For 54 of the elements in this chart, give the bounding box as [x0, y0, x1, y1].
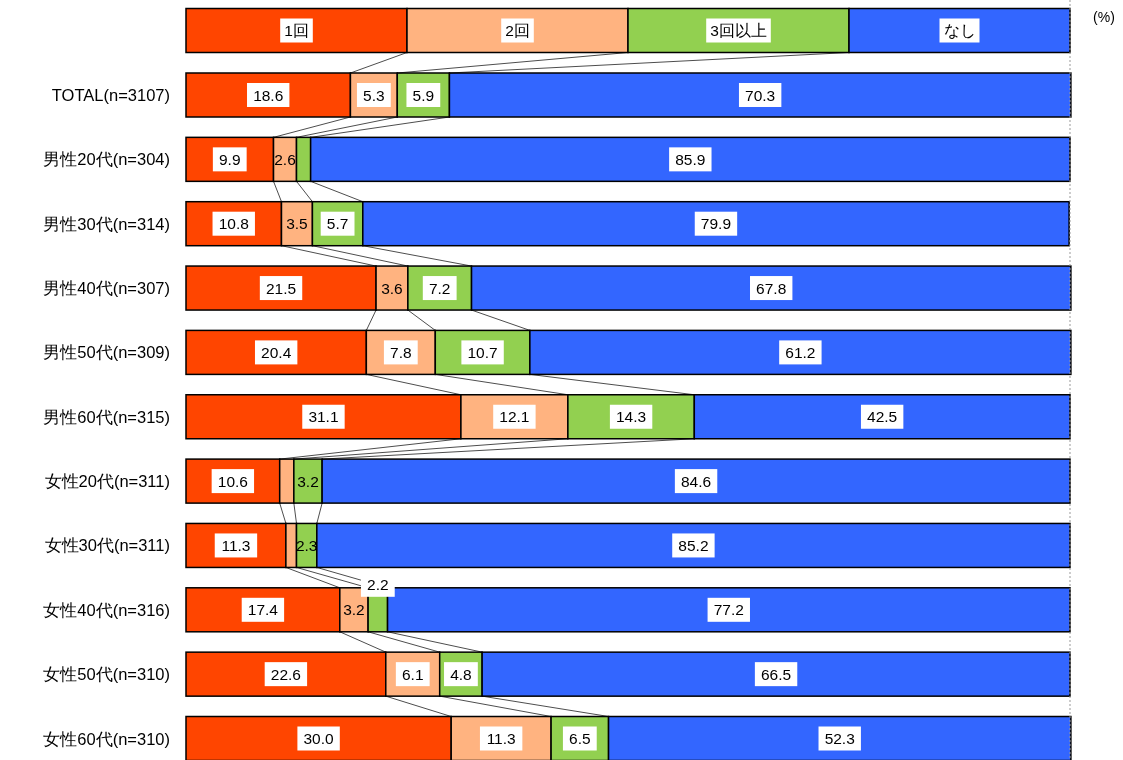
- y-tick-label: 女性30代(n=311): [44, 536, 170, 555]
- data-label: 5.3: [363, 86, 385, 104]
- y-tick-label: 女性40代(n=316): [43, 600, 170, 619]
- data-label: 3.2: [297, 472, 319, 490]
- data-label: 30.0: [303, 730, 335, 747]
- data-label: 52.3: [824, 730, 855, 747]
- y-tick-label: 男性60代(n=315): [43, 407, 170, 426]
- data-label: 3.6: [381, 279, 403, 297]
- data-label: 66.5: [760, 665, 792, 683]
- y-tick-label: 男性30代(n=314): [43, 214, 170, 233]
- data-label: 11.3: [221, 536, 251, 554]
- data-label: 85.9: [675, 150, 706, 168]
- data-label: 5.7: [326, 215, 349, 233]
- y-tick-label: 男性50代(n=309): [43, 343, 170, 362]
- data-label: 31.1: [308, 408, 339, 426]
- data-label: 10.6: [217, 472, 248, 490]
- y-tick-label: 男性20代(n=304): [43, 150, 170, 169]
- data-label: 4.8: [450, 665, 472, 683]
- data-label: 3.2: [343, 601, 365, 619]
- y-tick-label: 女性60代(n=310): [43, 729, 170, 748]
- data-label: 77.2: [713, 601, 744, 619]
- data-label: 2.2: [367, 576, 389, 594]
- data-label: 10.8: [218, 215, 249, 233]
- data-label: 21.5: [265, 279, 297, 297]
- y-tick-label: 女性20代(n=311): [44, 472, 170, 491]
- data-label: 84.6: [680, 472, 712, 490]
- data-label: 5.9: [412, 86, 435, 104]
- data-label: 3.5: [286, 215, 308, 233]
- y-tick-label: 女性50代(n=310): [43, 665, 170, 684]
- legend: 1回 2回 3回以上 なし: [185, 7, 1071, 54]
- data-label: 79.9: [700, 215, 732, 233]
- y-tick-label: TOTAL(n=3107): [51, 86, 170, 104]
- data-label: 2.3: [295, 536, 318, 554]
- data-label: 67.8: [756, 279, 787, 297]
- data-label: 70.3: [745, 86, 776, 104]
- data-label: 2.6: [274, 150, 296, 168]
- data-label: 6.5: [569, 730, 591, 747]
- data-label: 20.4: [261, 343, 292, 361]
- data-label: 6.1: [401, 665, 424, 683]
- data-label: 7.2: [428, 279, 451, 297]
- data-label: 22.6: [270, 665, 301, 683]
- data-label: 7.8: [390, 343, 412, 361]
- data-label: 85.2: [678, 536, 709, 554]
- y-tick-label: 男性40代(n=307): [43, 279, 170, 298]
- text: (%): [1093, 9, 1115, 25]
- data-label: 42.5: [867, 408, 898, 426]
- data-label: 10.7: [467, 343, 498, 361]
- data-label: 18.6: [253, 86, 284, 104]
- data-label: 12.1: [499, 408, 530, 426]
- data-label: 11.3: [486, 730, 516, 747]
- data-label: 14.3: [616, 408, 647, 426]
- data-label: 17.4: [247, 601, 279, 619]
- data-label: 61.2: [785, 343, 816, 361]
- data-label: 9.9: [218, 150, 241, 168]
